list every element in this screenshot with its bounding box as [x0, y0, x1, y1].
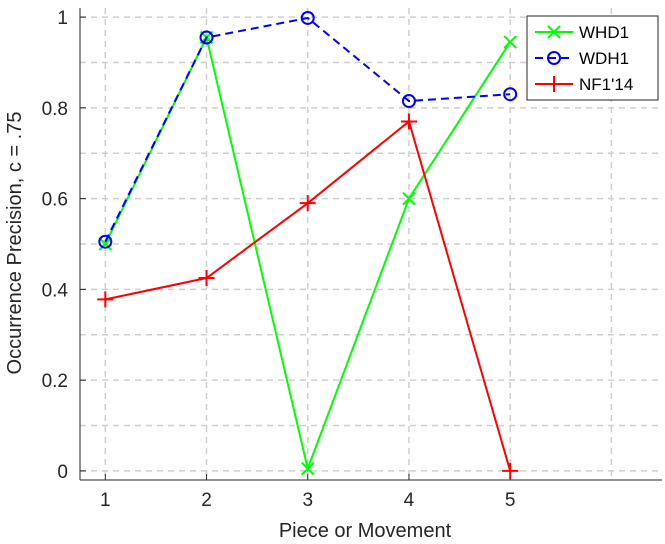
marker-stroke [547, 25, 561, 39]
marker-stroke [402, 191, 416, 206]
legend-label: WHD1 [579, 23, 629, 42]
legend-marker [547, 51, 561, 65]
data-point-marker [299, 195, 316, 212]
marker-stroke [98, 237, 113, 251]
x-tick-label: 5 [505, 490, 516, 511]
data-point-marker [300, 10, 315, 25]
y-tick-label: 0.6 [42, 190, 68, 211]
marker-stroke [503, 35, 517, 49]
data-point-marker [502, 462, 519, 479]
data-point-marker [199, 30, 214, 45]
y-tick-label: 0 [57, 462, 68, 483]
legend: WHD1 WDH1 NF1'14 [526, 15, 659, 101]
legend-label: NF1'14 [579, 75, 633, 94]
data-point-marker [402, 191, 416, 206]
x-axis-label: Piece or Movement [279, 520, 452, 542]
y-axis-label: Occurrence Precision, c = .75 [4, 112, 26, 375]
y-tick-label: 1 [57, 8, 68, 29]
x-tick-label: 1 [100, 490, 111, 511]
legend-marker [547, 25, 561, 39]
data-point-marker [97, 291, 114, 308]
data-point-marker [98, 234, 113, 249]
data-point-marker [198, 270, 215, 287]
data-point-marker [301, 461, 315, 476]
data-point-marker [401, 94, 416, 109]
x-tick-label: 2 [201, 490, 212, 511]
series-layer [97, 10, 519, 479]
y-tick-label: 0.8 [42, 99, 68, 120]
tick-labels: 1 2 3 4 5 0 0.2 0.4 0.6 0.8 1 [42, 8, 516, 511]
data-point-marker [503, 87, 518, 102]
series-line-2 [104, 16, 511, 243]
legend-marker [546, 76, 562, 92]
x-tick-label: 3 [302, 490, 313, 511]
data-point-marker [98, 237, 113, 251]
data-point-marker [400, 113, 417, 130]
data-point-marker [503, 35, 517, 49]
marker-stroke [301, 461, 315, 476]
y-tick-label: 0.2 [42, 371, 68, 392]
y-tick-label: 0.4 [42, 280, 69, 301]
x-tick-label: 4 [404, 490, 415, 511]
axes [79, 8, 662, 481]
legend-label: WDH1 [579, 49, 629, 68]
